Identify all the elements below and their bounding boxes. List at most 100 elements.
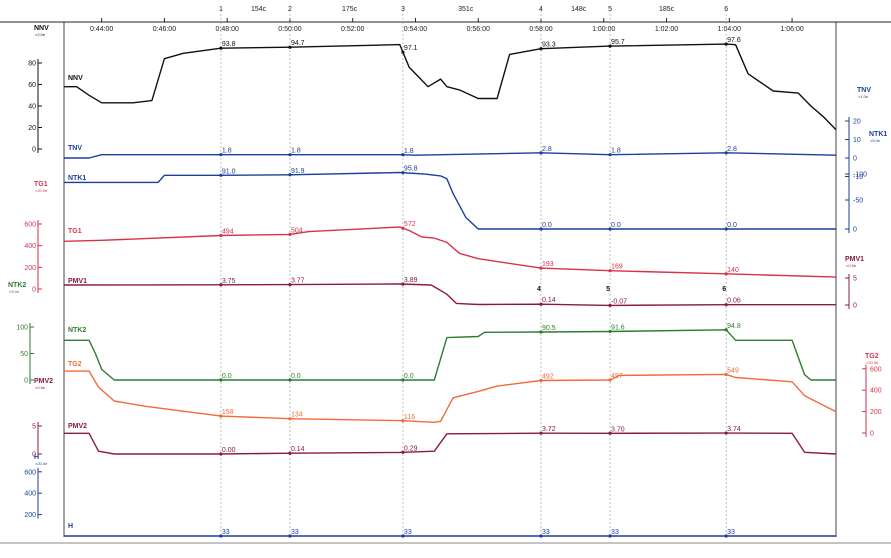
data-label: 3.72 bbox=[542, 426, 556, 433]
time-tick-label: 1:04:00 bbox=[718, 26, 741, 33]
axis-tick-label: 400 bbox=[870, 388, 882, 395]
data-point bbox=[288, 534, 292, 538]
axis-tick-label: 200 bbox=[870, 409, 882, 416]
data-label: 95.8 bbox=[404, 166, 418, 173]
time-tick-label: 0:50:00 bbox=[278, 26, 301, 33]
data-point bbox=[724, 151, 728, 155]
axis-tick-label: -10 bbox=[853, 174, 863, 181]
data-label: 93.3 bbox=[542, 42, 556, 49]
axis-tick-label: 0 bbox=[853, 227, 857, 234]
data-point bbox=[539, 330, 543, 334]
data-label: 140 bbox=[727, 267, 739, 274]
data-point bbox=[539, 266, 543, 270]
data-point bbox=[724, 431, 728, 435]
event-marker: 5 bbox=[608, 6, 612, 13]
axis-tick-label: 10 bbox=[853, 137, 861, 144]
interval-label: 175c bbox=[342, 6, 358, 13]
data-point bbox=[401, 50, 405, 54]
series-name-label: TG1 bbox=[68, 228, 82, 235]
axis-tick-label: 400 bbox=[24, 491, 36, 498]
data-point bbox=[288, 45, 292, 49]
axis-tick-label: 200 bbox=[24, 265, 36, 272]
axis-tick-label: 0 bbox=[853, 303, 857, 310]
axis-tnv: TNV×1.0e 20 10 0 -10 bbox=[845, 87, 871, 181]
axis-unit: ×5.0e bbox=[870, 138, 881, 143]
series-pmv2: PMV2 0.00 0.14 0.29 3.72 3.70 3.74 bbox=[64, 423, 837, 456]
axis-title: PMV2 bbox=[34, 378, 53, 385]
data-point bbox=[608, 153, 612, 157]
axis-title: H bbox=[34, 454, 39, 461]
time-tick-label: 0:44:00 bbox=[90, 26, 113, 33]
axis-title: NTK2 bbox=[8, 282, 26, 289]
axis-tick-label: 600 bbox=[24, 469, 36, 476]
series-tg2: TG2 158 134 116 492 497 549 bbox=[64, 361, 837, 423]
data-point bbox=[539, 227, 543, 231]
data-point bbox=[539, 431, 543, 435]
data-label: 91.9 bbox=[291, 168, 305, 175]
series-ntk2: NTK2 0.0 0.0 0.0 90.5 91.6 94.8 bbox=[64, 323, 836, 382]
axis-unit: ×20.0e bbox=[35, 461, 48, 466]
event-marker-inline: 4 bbox=[537, 286, 541, 293]
series-tg1: TG1 494 504 572 193 169 140 bbox=[63, 221, 837, 278]
data-point bbox=[219, 233, 223, 238]
data-label: 91.6 bbox=[611, 324, 625, 331]
data-label: 494 bbox=[222, 228, 234, 235]
series-line bbox=[64, 43, 837, 131]
series-name-label: PMV1 bbox=[68, 278, 87, 285]
axis-h: H×20.0e 600 400 200 bbox=[24, 454, 48, 519]
axis-tick-label: 600 bbox=[870, 366, 882, 373]
axis-pmv1: PMV1×0.5e 5 0 bbox=[845, 256, 864, 310]
data-label: 33 bbox=[291, 529, 299, 536]
time-tick-label: 0:48:00 bbox=[216, 26, 239, 33]
data-label: 572 bbox=[404, 221, 416, 228]
data-label: 1.8 bbox=[222, 148, 232, 155]
series-line bbox=[64, 171, 836, 230]
time-tick-label: 0:56:00 bbox=[467, 26, 490, 33]
data-point bbox=[401, 153, 405, 157]
interval-label: 185c bbox=[659, 6, 675, 13]
data-point bbox=[219, 283, 223, 287]
axis-tick-label: 100 bbox=[16, 325, 28, 332]
data-point bbox=[219, 173, 223, 177]
series-name-label: TNV bbox=[68, 145, 82, 152]
data-label: 90.5 bbox=[542, 325, 556, 332]
data-label: 3.70 bbox=[611, 426, 625, 433]
interval-label: 351c bbox=[458, 6, 474, 13]
data-label: 3.77 bbox=[291, 278, 305, 285]
data-point bbox=[724, 534, 728, 538]
data-point bbox=[608, 269, 612, 273]
axis-title: TG1 bbox=[34, 181, 48, 188]
data-label: 97.1 bbox=[404, 45, 418, 52]
data-point bbox=[724, 227, 728, 231]
axis-tick-label: 50 bbox=[20, 351, 28, 358]
data-label: 33 bbox=[611, 529, 619, 536]
data-point bbox=[401, 171, 405, 175]
series-name-label: NTK1 bbox=[68, 175, 86, 182]
data-point bbox=[724, 272, 728, 276]
data-label: 497 bbox=[611, 373, 623, 380]
series-name-label: TG2 bbox=[68, 361, 82, 368]
data-label: 33 bbox=[222, 529, 230, 536]
event-marker: 3 bbox=[401, 6, 405, 13]
data-point bbox=[401, 450, 405, 454]
data-label: 33 bbox=[404, 529, 412, 536]
data-point bbox=[539, 378, 543, 383]
time-tick-label: 1:02:00 bbox=[655, 26, 678, 33]
axis-tick-label: 60 bbox=[28, 82, 36, 89]
axis-tick-label: 0 bbox=[853, 156, 857, 163]
axis-tick-label: 0 bbox=[32, 287, 36, 294]
axis-tick-label: 20 bbox=[28, 125, 36, 132]
axis-nnv: NNV×2.0e 80 60 40 20 0 bbox=[28, 25, 49, 154]
data-point bbox=[219, 153, 223, 157]
data-label: 2.8 bbox=[542, 146, 552, 153]
data-point bbox=[539, 151, 543, 155]
data-label: 169 bbox=[611, 264, 623, 271]
time-tick-label: 1:06:00 bbox=[780, 26, 803, 33]
series-name-label: NTK2 bbox=[68, 327, 86, 334]
data-label: 0.00 bbox=[222, 447, 236, 454]
data-label: 1.8 bbox=[404, 148, 414, 155]
axis-tick-label: 80 bbox=[28, 61, 36, 68]
